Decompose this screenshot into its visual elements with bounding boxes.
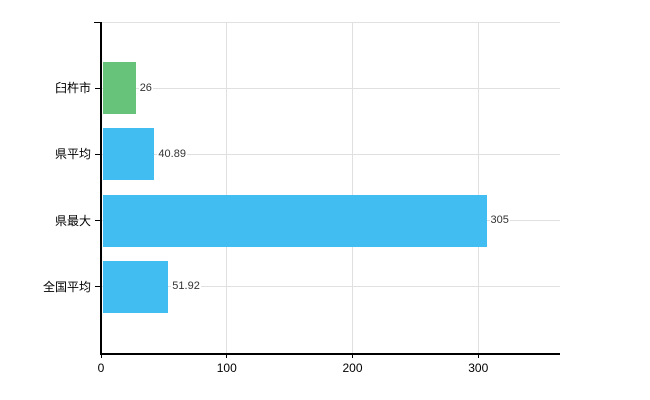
- x-axis-tick: [226, 353, 228, 358]
- plot-top-border: [101, 22, 560, 23]
- bar: [103, 128, 155, 181]
- x-axis-tick: [100, 353, 102, 358]
- bar-value-label: 305: [489, 214, 510, 228]
- x-axis-line: [100, 353, 560, 355]
- bar: [103, 260, 169, 313]
- x-axis-tick-label: 100: [216, 361, 237, 375]
- y-axis-label: 県平均: [54, 147, 91, 162]
- bar: [103, 62, 136, 115]
- y-axis-label: 全国平均: [42, 279, 91, 294]
- gridline-horizontal: [101, 153, 560, 155]
- x-axis-tick-label: 200: [342, 361, 363, 375]
- bar: [103, 194, 487, 247]
- gridline-vertical: [477, 22, 479, 353]
- gridline-horizontal: [101, 87, 560, 89]
- y-axis-tick: [95, 286, 101, 288]
- y-axis-line: [100, 22, 102, 353]
- y-axis-label: 県最大: [54, 213, 91, 228]
- gridline-horizontal: [101, 286, 560, 288]
- x-axis-tick: [477, 353, 479, 358]
- y-axis-tick: [95, 153, 101, 155]
- gridline-vertical: [352, 22, 353, 353]
- bar-value-label: 26: [138, 81, 153, 95]
- y-axis-label: 臼杵市: [54, 81, 91, 96]
- x-axis-tick-label: 0: [97, 361, 105, 375]
- gridline-vertical: [226, 22, 228, 353]
- x-axis-tick: [352, 353, 353, 358]
- bar-value-label: 40.89: [157, 147, 187, 161]
- y-axis-tick: [95, 87, 101, 89]
- y-axis-tick: [95, 220, 101, 222]
- x-axis-tick-label: 300: [468, 361, 489, 375]
- bar-value-label: 51.92: [171, 280, 201, 294]
- y-axis-tick: [94, 22, 101, 23]
